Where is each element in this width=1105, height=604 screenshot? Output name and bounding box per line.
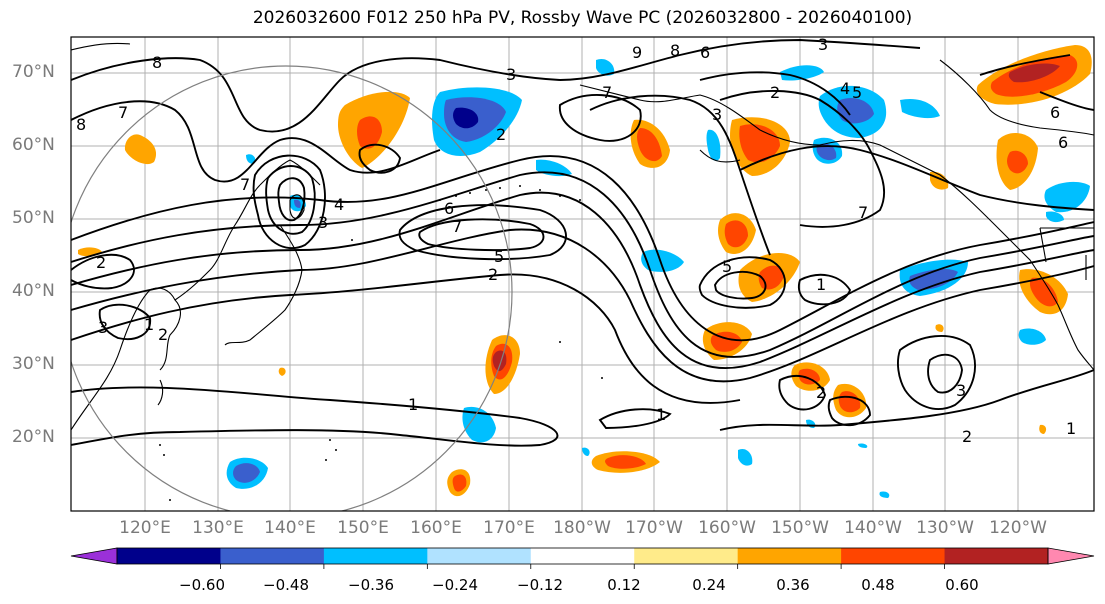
lat-label-40: 40°N [12, 281, 55, 301]
contour-label: 4 [840, 79, 850, 98]
lon-label-120e: 120°E [119, 518, 171, 538]
lon-label-120w: 120°W [989, 518, 1047, 538]
colorbar-tick-label: 0.24 [692, 576, 726, 594]
contour-label: 7 [858, 203, 868, 222]
contour-label: 3 [318, 213, 328, 232]
contour-label: 9 [632, 43, 642, 62]
lon-label-160e: 160°E [410, 518, 462, 538]
lon-label-170w: 170°W [625, 518, 683, 538]
contour-label: 6 [1050, 103, 1060, 122]
colorbar-segment [841, 548, 946, 564]
contour-label: 1 [144, 315, 154, 334]
colorbar-segment [737, 548, 842, 564]
colorbar-tick-label: −0.60 [179, 576, 225, 594]
contour-label: 2 [496, 125, 506, 144]
colorbar-tick-label: −0.12 [517, 576, 563, 594]
colorbar-border [116, 547, 1049, 565]
lat-label-60: 60°N [12, 135, 55, 155]
colorbar-tick-label: 0.36 [776, 576, 810, 594]
lat-label-70: 70°N [12, 62, 55, 82]
contour-label: 1 [816, 275, 826, 294]
colorbar-tick-label: 0.48 [861, 576, 895, 594]
contour-label: 7 [240, 175, 250, 194]
contour-label: 3 [818, 35, 828, 54]
lon-label-160w: 160°W [698, 518, 756, 538]
contour-label: 3 [956, 381, 966, 400]
contour-label: 8 [76, 115, 86, 134]
contour-label: 2 [770, 83, 780, 102]
contour-label: 2 [488, 265, 498, 284]
contour-label: 5 [494, 247, 504, 266]
colorbar-tick-label: −0.36 [348, 576, 394, 594]
contour-label: 2 [96, 253, 106, 272]
radius-circle [71, 65, 513, 511]
lon-label-130w: 130°W [916, 518, 974, 538]
contour-label: 6 [700, 43, 710, 62]
colorbar-segment [530, 548, 635, 564]
lon-label-140e: 140°E [264, 518, 316, 538]
map-title: 2026032600 F012 250 hPa PV, Rossby Wave … [252, 8, 913, 28]
colorbar-extend-max [1047, 547, 1095, 565]
contour-label: 7 [452, 217, 462, 236]
contour-label: 5 [722, 257, 732, 276]
colorbar-tick-label: −0.48 [263, 576, 309, 594]
contour-label: 2 [158, 325, 168, 344]
pc-positive-anomalies [78, 45, 1092, 497]
pv-contours [71, 39, 1094, 447]
lat-label-50: 50°N [12, 208, 55, 228]
contour-label: 3 [98, 318, 108, 337]
contour-label: 8 [152, 53, 162, 72]
contour-label: 5 [852, 83, 862, 102]
colorbar-segment [323, 548, 428, 564]
contour-label: 2 [962, 427, 972, 446]
colorbar-tick-label: 0.12 [607, 576, 641, 594]
contour-label: 7 [602, 83, 612, 102]
contour-label: 3 [506, 65, 516, 84]
lat-label-20: 20°N [12, 427, 55, 447]
lon-label-180w: 180°W [553, 518, 611, 538]
colorbar-segment [944, 548, 1049, 564]
contour-labels: 8 7 7 3 2 2 3 1 2 9 8 6 3 2 4 5 6 7 5 2 … [76, 35, 1076, 446]
contour-label: 1 [408, 395, 418, 414]
contour-label: 3 [712, 105, 722, 124]
lon-label-150e: 150°E [337, 518, 389, 538]
map-border [70, 36, 1095, 512]
contour-label: 7 [118, 103, 128, 122]
coastlines [71, 42, 1094, 431]
lon-label-140w: 140°W [844, 518, 902, 538]
contour-label: 2 [816, 383, 826, 402]
contour-label: 8 [670, 41, 680, 60]
lon-label-150w: 150°W [771, 518, 829, 538]
colorbar-tick-label: −0.24 [432, 576, 478, 594]
contour-label: 6 [1058, 133, 1068, 152]
colorbar-segment [427, 548, 532, 564]
colorbar-segment [634, 548, 739, 564]
lon-label-130e: 130°E [192, 518, 244, 538]
contour-label: 4 [334, 195, 344, 214]
contour-label: 1 [656, 405, 666, 424]
pc-negative-anomalies [226, 58, 1090, 498]
lat-label-30: 30°N [12, 354, 55, 374]
contour-label: 6 [444, 199, 454, 218]
contour-label: 1 [1066, 419, 1076, 438]
colorbar-segment [117, 548, 221, 564]
colorbar-tick-label: 0.60 [945, 576, 979, 594]
colorbar [70, 547, 1095, 569]
colorbar-segment [220, 548, 325, 564]
lon-label-170e: 170°E [483, 518, 535, 538]
colorbar-extend-min [70, 547, 118, 565]
